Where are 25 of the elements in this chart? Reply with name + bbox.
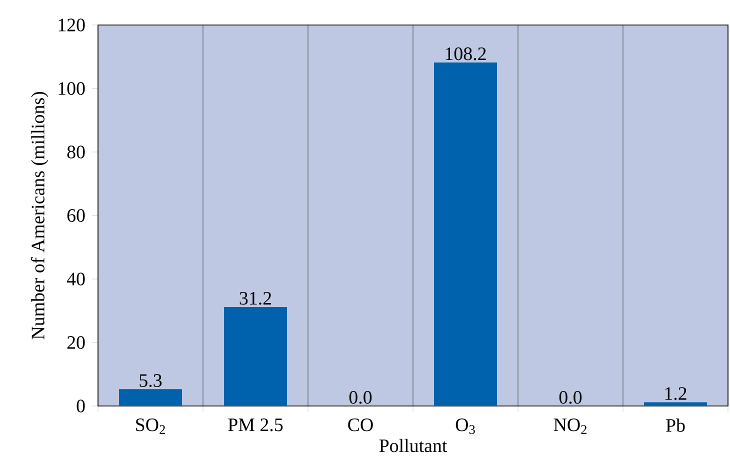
bar [119,389,182,406]
y-tick-label: 20 [67,336,85,349]
y-tick-label: 40 [66,272,85,286]
x-tick-label: CO [348,418,373,432]
bar [224,306,287,406]
data-label: 1.2 [665,387,686,400]
x-tick-label: SO$_{2}$ [136,418,165,434]
x-tick-label: PM 2.5 [228,418,283,432]
y-axis-title: Number of Americans (millions) [30,92,48,340]
x-axis-title: Pollutant [379,438,448,452]
data-label: 108.2 [446,47,486,60]
data-label: 0.0 [559,390,582,404]
y-tick-label: 0 [76,400,85,412]
x-tick-label: Pb [666,418,685,432]
x-tick-label: NO$_{2}$ [554,418,586,434]
y-tick-label: 100 [58,82,85,95]
x-tick-label: O$_{3}$ [456,418,475,434]
y-tick-label: 120 [58,18,85,32]
data-label: 0.0 [349,390,372,404]
y-tick-label: 80 [67,146,85,158]
y-tick-label: 60 [67,209,85,222]
data-label: 31.2 [240,292,272,305]
data-label: 5.3 [140,374,162,387]
bar [644,402,707,406]
bar [434,62,497,406]
